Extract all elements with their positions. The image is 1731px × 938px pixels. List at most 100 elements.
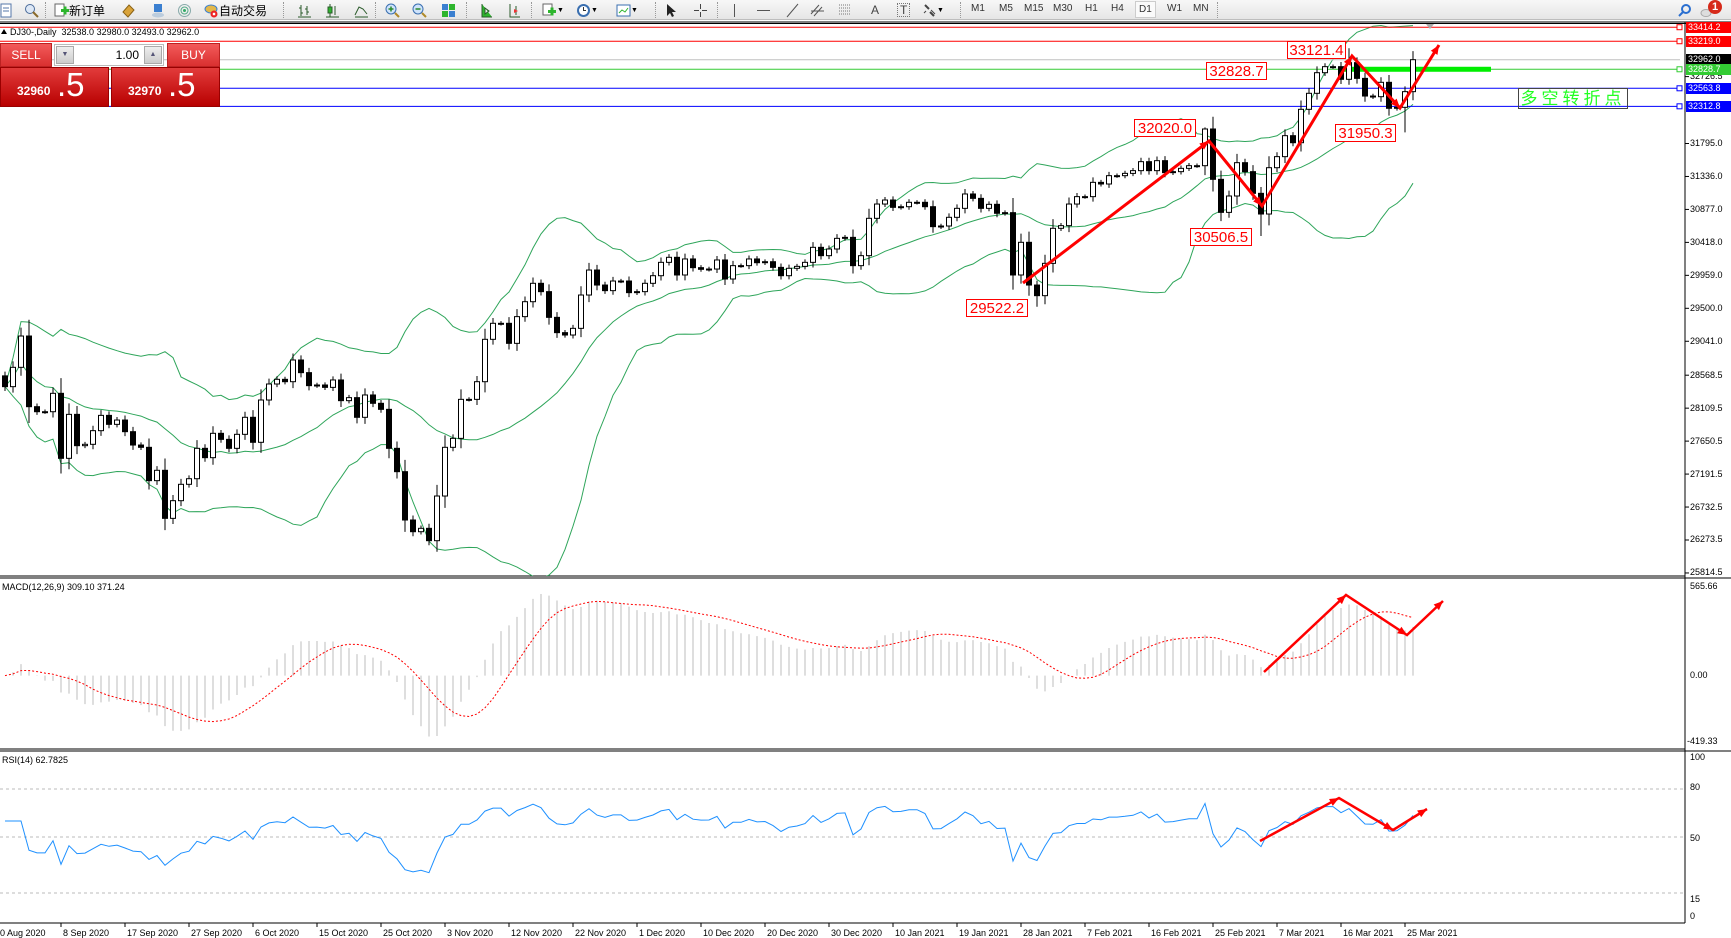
candle-body [178,483,184,502]
candle [1018,233,1024,284]
candle [210,426,216,465]
price-axis-label: 31336.0 [1690,170,1723,181]
timeframe-m1[interactable]: M1 [971,3,985,14]
candle [690,255,696,272]
candle-body [1330,66,1336,69]
date-label: 27 Sep 2020 [191,928,243,938]
date-label: 28 Jan 2021 [1023,928,1073,938]
candle [122,415,128,437]
candle [42,409,48,414]
notifications-button[interactable]: 1 [1700,0,1722,18]
auto-trading-button[interactable]: 自动交易 [204,2,267,18]
chart-title: DJ30-,Daily 32538.0 32980.0 32493.0 3296… [10,27,199,37]
candle [618,278,624,284]
zoom-out-icon[interactable] [412,2,427,18]
candle [634,289,640,296]
price-axis-label: 29041.0 [1690,335,1723,346]
timeframe-m5[interactable]: M5 [999,3,1013,14]
price-annotation[interactable]: 29522.2 [966,299,1028,317]
candle [970,190,976,202]
periods-dropdown[interactable]: ▼ [576,2,598,18]
equidistant-channel-icon[interactable] [810,2,825,18]
candle [114,417,120,428]
horizontal-line-icon[interactable] [756,2,771,18]
timeframe-d1[interactable]: D1 [1135,1,1156,18]
candle [522,296,528,322]
text-label-tool[interactable]: T [897,3,911,17]
timeframe-h1[interactable]: H1 [1085,3,1098,14]
candle [298,355,304,378]
price-annotation[interactable]: 33121.4 [1287,41,1346,59]
buy-button[interactable]: BUY [167,43,220,67]
crosshair-icon[interactable] [693,2,708,18]
rsi-axis-50: 50 [1690,833,1701,843]
new-chart-icon[interactable] [0,2,15,18]
candle-body [722,259,728,280]
price-annotation[interactable]: 31950.3 [1335,124,1396,142]
timeframe-mn[interactable]: MN [1193,3,1209,14]
collapse-triangle-icon[interactable] [1,29,7,34]
lot-decrease-button[interactable]: ▼ [56,46,74,64]
lot-increase-button[interactable]: ▲ [144,46,162,64]
candle [1330,64,1336,69]
candle [2,371,8,391]
sell-button[interactable]: SELL [0,43,52,67]
candle [962,188,968,214]
price-line-tag: 33219.0 [1686,35,1731,47]
timeframe-h4[interactable]: H4 [1111,3,1124,14]
timeframe-m30[interactable]: M30 [1053,3,1073,14]
candle-body [58,392,64,459]
candlestick-chart-icon[interactable] [325,2,340,18]
search-icon[interactable] [1677,2,1692,18]
rsi-label: RSI(14) 62.7825 [2,755,69,765]
candle [1282,129,1288,163]
price-annotation[interactable]: 32020.0 [1134,119,1196,137]
candle [202,444,208,462]
templates-dropdown[interactable]: ▼ [616,2,638,18]
candle [1122,170,1128,179]
market-watch-icon[interactable] [121,2,136,18]
cursor-icon[interactable] [663,2,678,18]
lot-size-value[interactable]: 1.00 [115,48,139,62]
buy-price-button[interactable]: 32970 .5 [111,66,220,107]
candle [738,263,744,268]
turning-point-label[interactable]: 多空转折点 [1518,88,1628,109]
indicators-dropdown[interactable]: ▼ [542,2,564,18]
price-annotation[interactable]: 30506.5 [1190,228,1252,246]
candle [378,399,384,413]
sell-price-button[interactable]: 32960 .5 [0,66,109,107]
chart-shift-icon[interactable] [506,2,521,18]
candle-body [490,322,496,340]
timeframe-w1[interactable]: W1 [1167,3,1182,14]
candle-body [1370,95,1376,98]
candle-body [658,261,664,277]
price-wave-arrow-head [1343,56,1352,66]
candle [1082,194,1088,199]
tile-windows-icon[interactable] [441,2,456,18]
date-label: 7 Feb 2021 [1087,928,1133,938]
navigator-signal-icon[interactable] [177,2,192,18]
candle-body [234,433,240,449]
candle-body [650,275,656,284]
bar-chart-icon[interactable] [297,2,312,18]
timeframe-m15[interactable]: M15 [1024,3,1044,14]
lot-size-field[interactable]: ▼ 1.00 ▲ [54,44,164,66]
candle-body [186,478,192,485]
price-annotation[interactable]: 32828.7 [1206,62,1267,80]
sell-price-pips: .5 [57,66,85,103]
candle [450,434,456,452]
candle [1322,63,1328,77]
trendline-icon[interactable] [785,2,800,18]
profiles-icon[interactable] [24,2,39,18]
auto-scroll-icon[interactable] [478,2,493,18]
arrows-dropdown[interactable]: ▼ [922,2,944,18]
vertical-line-icon[interactable] [727,2,742,18]
line-chart-icon[interactable] [354,2,369,18]
text-tool[interactable]: A [871,3,880,17]
zoom-in-icon[interactable] [385,2,400,18]
candle-body [786,267,792,277]
data-window-icon[interactable] [151,2,166,18]
price-axis-label: 27650.5 [1690,435,1723,446]
new-order-button[interactable]: 新订单 [54,2,105,18]
